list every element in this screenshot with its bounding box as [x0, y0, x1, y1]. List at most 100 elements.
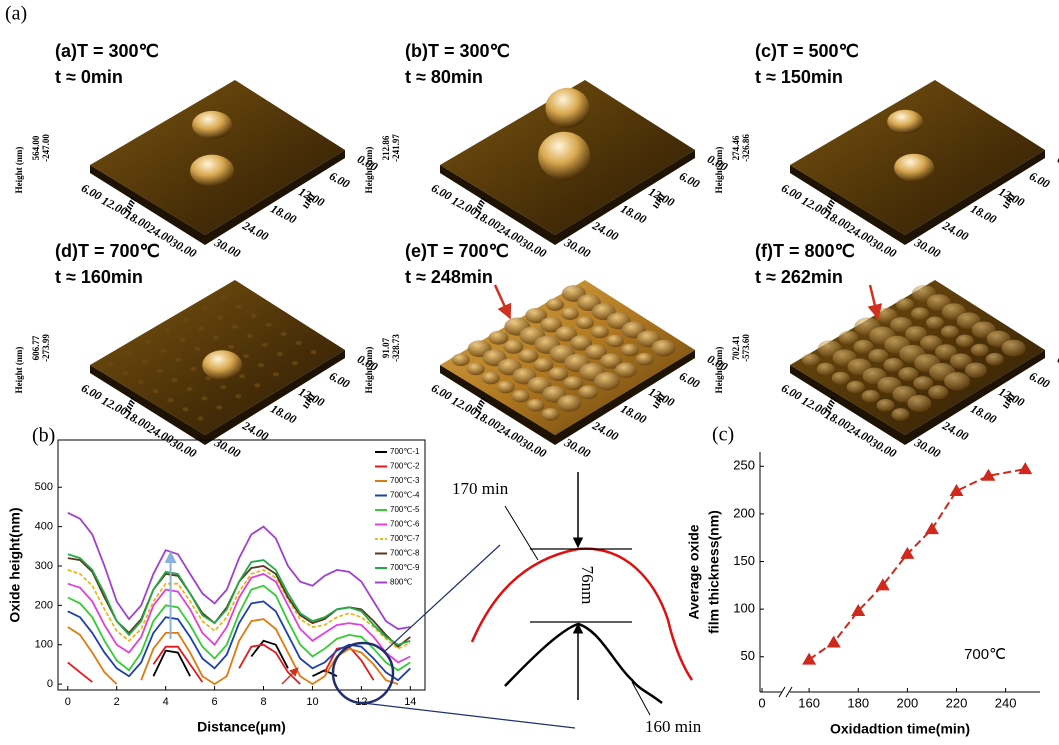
- afm-texture: [247, 334, 253, 338]
- inset-curve: [505, 624, 662, 703]
- afm-arrow: [870, 285, 878, 318]
- afm-time: t ≈ 248min: [405, 267, 493, 287]
- afm-texture: [896, 298, 914, 311]
- panel-label: (a): [5, 3, 27, 25]
- legend-label: 700℃-4: [390, 491, 420, 500]
- afm-tick: 18.00: [968, 401, 998, 426]
- afm-bump: [202, 350, 242, 380]
- x-axis-label: Distance(μm): [197, 719, 286, 735]
- afm-time: t ≈ 0min: [55, 67, 123, 87]
- y-tick-label: 0: [47, 678, 53, 690]
- legend-label: 700℃-9: [390, 563, 420, 572]
- legend-label: 700℃-3: [390, 476, 420, 485]
- afm-title: (c)T = 500℃: [755, 41, 859, 61]
- data-point: [900, 547, 914, 559]
- x-tick-label: 14: [404, 696, 416, 708]
- x-axis-label: Oxidadtion time(min): [830, 721, 970, 737]
- afm-tick: 18.00: [268, 401, 298, 426]
- afm-texture: [452, 354, 470, 367]
- y-tick-label: 300: [35, 560, 53, 572]
- afm-texture: [157, 369, 163, 373]
- afm-texture: [232, 325, 238, 329]
- afm-texture: [542, 408, 560, 421]
- data-point: [949, 484, 963, 496]
- afm-tick: 6.00: [677, 369, 702, 391]
- afm-tick: 30.00: [517, 235, 548, 261]
- afm-height-min: -573.60: [741, 334, 751, 362]
- afm-texture: [606, 335, 624, 348]
- afm-tick: 30.00: [211, 235, 242, 261]
- afm-texture: [217, 316, 223, 320]
- afm-tick: 6.00: [327, 169, 352, 191]
- afm-tick: 0.00: [1055, 352, 1059, 374]
- afm-texture: [146, 340, 152, 344]
- afm-tick: 6.00: [779, 181, 804, 203]
- inset-pointer: [505, 506, 538, 560]
- zoom-line: [384, 545, 500, 652]
- afm-texture: [190, 367, 196, 371]
- afm-height-max: 91.07: [381, 337, 391, 358]
- afm-tick: 6.00: [79, 381, 104, 403]
- afm-texture: [243, 354, 249, 358]
- afm-texture: [482, 372, 500, 385]
- afm-tick: 24.00: [589, 218, 620, 244]
- afm-texture: [251, 314, 257, 318]
- afm-height-max: 606.77: [31, 335, 41, 360]
- afm-texture: [292, 361, 298, 365]
- x-tick-label: 0: [65, 696, 71, 708]
- afm-texture: [944, 372, 970, 390]
- x-tick-label: 180: [847, 695, 869, 710]
- afm-texture: [621, 344, 639, 357]
- y-tick-label: 250: [733, 458, 755, 473]
- afm-texture: [202, 306, 208, 310]
- afm-texture: [179, 338, 185, 342]
- afm-height-max: 702.41: [731, 335, 741, 360]
- afm-time: t ≈ 262min: [755, 267, 843, 287]
- afm-height-max: 274.46: [731, 135, 741, 160]
- afm-texture: [971, 344, 989, 357]
- afm-tick: 18.00: [968, 201, 998, 226]
- afm-tick: 30.00: [561, 435, 592, 461]
- afm-texture: [965, 363, 987, 378]
- zoom-line: [363, 703, 575, 728]
- y-tick-label: 400: [35, 521, 53, 533]
- y-tick-label: 500: [35, 481, 53, 493]
- x-tick-label: 8: [260, 696, 266, 708]
- afm-texture: [168, 398, 174, 402]
- y-tick-label: 50: [741, 648, 755, 663]
- afm-texture: [183, 407, 189, 411]
- afm-texture: [198, 416, 204, 420]
- afm-height-label: Height (nm): [14, 347, 24, 394]
- afm-texture: [186, 387, 192, 391]
- afm-tick: 30.00: [911, 235, 942, 261]
- afm-texture: [956, 335, 974, 348]
- afm-texture: [546, 298, 564, 311]
- afm-bump: [190, 155, 234, 187]
- data-point: [1018, 462, 1032, 474]
- afm-tick: 30.00: [517, 435, 548, 461]
- afm-texture: [1002, 340, 1026, 357]
- afm-texture: [847, 381, 865, 394]
- afm-height-label: Height (nm): [14, 147, 24, 194]
- plot-frame: [58, 440, 425, 690]
- annotation: 170 min: [452, 479, 509, 498]
- afm-tick: 18.00: [618, 201, 648, 226]
- afm-texture: [941, 326, 959, 339]
- afm-texture: [926, 316, 944, 329]
- afm-bump: [192, 111, 232, 139]
- annotation: 76nm: [578, 566, 597, 605]
- afm-texture: [557, 395, 581, 412]
- afm-tick: 6.00: [429, 381, 454, 403]
- afm-texture: [576, 316, 594, 329]
- legend-label: 800℃: [390, 578, 412, 587]
- x-tick-label: 240: [995, 695, 1017, 710]
- afm-texture: [311, 350, 317, 354]
- afm-height-min: -328.73: [391, 334, 401, 362]
- afm-height-label: Height (nm): [714, 147, 724, 194]
- afm-texture: [216, 405, 222, 409]
- afm-tick: 6.00: [429, 181, 454, 203]
- afm-texture: [123, 371, 129, 375]
- afm-time: t ≈ 150min: [755, 67, 843, 87]
- afm-texture: [213, 336, 219, 340]
- afm-bump: [894, 154, 934, 182]
